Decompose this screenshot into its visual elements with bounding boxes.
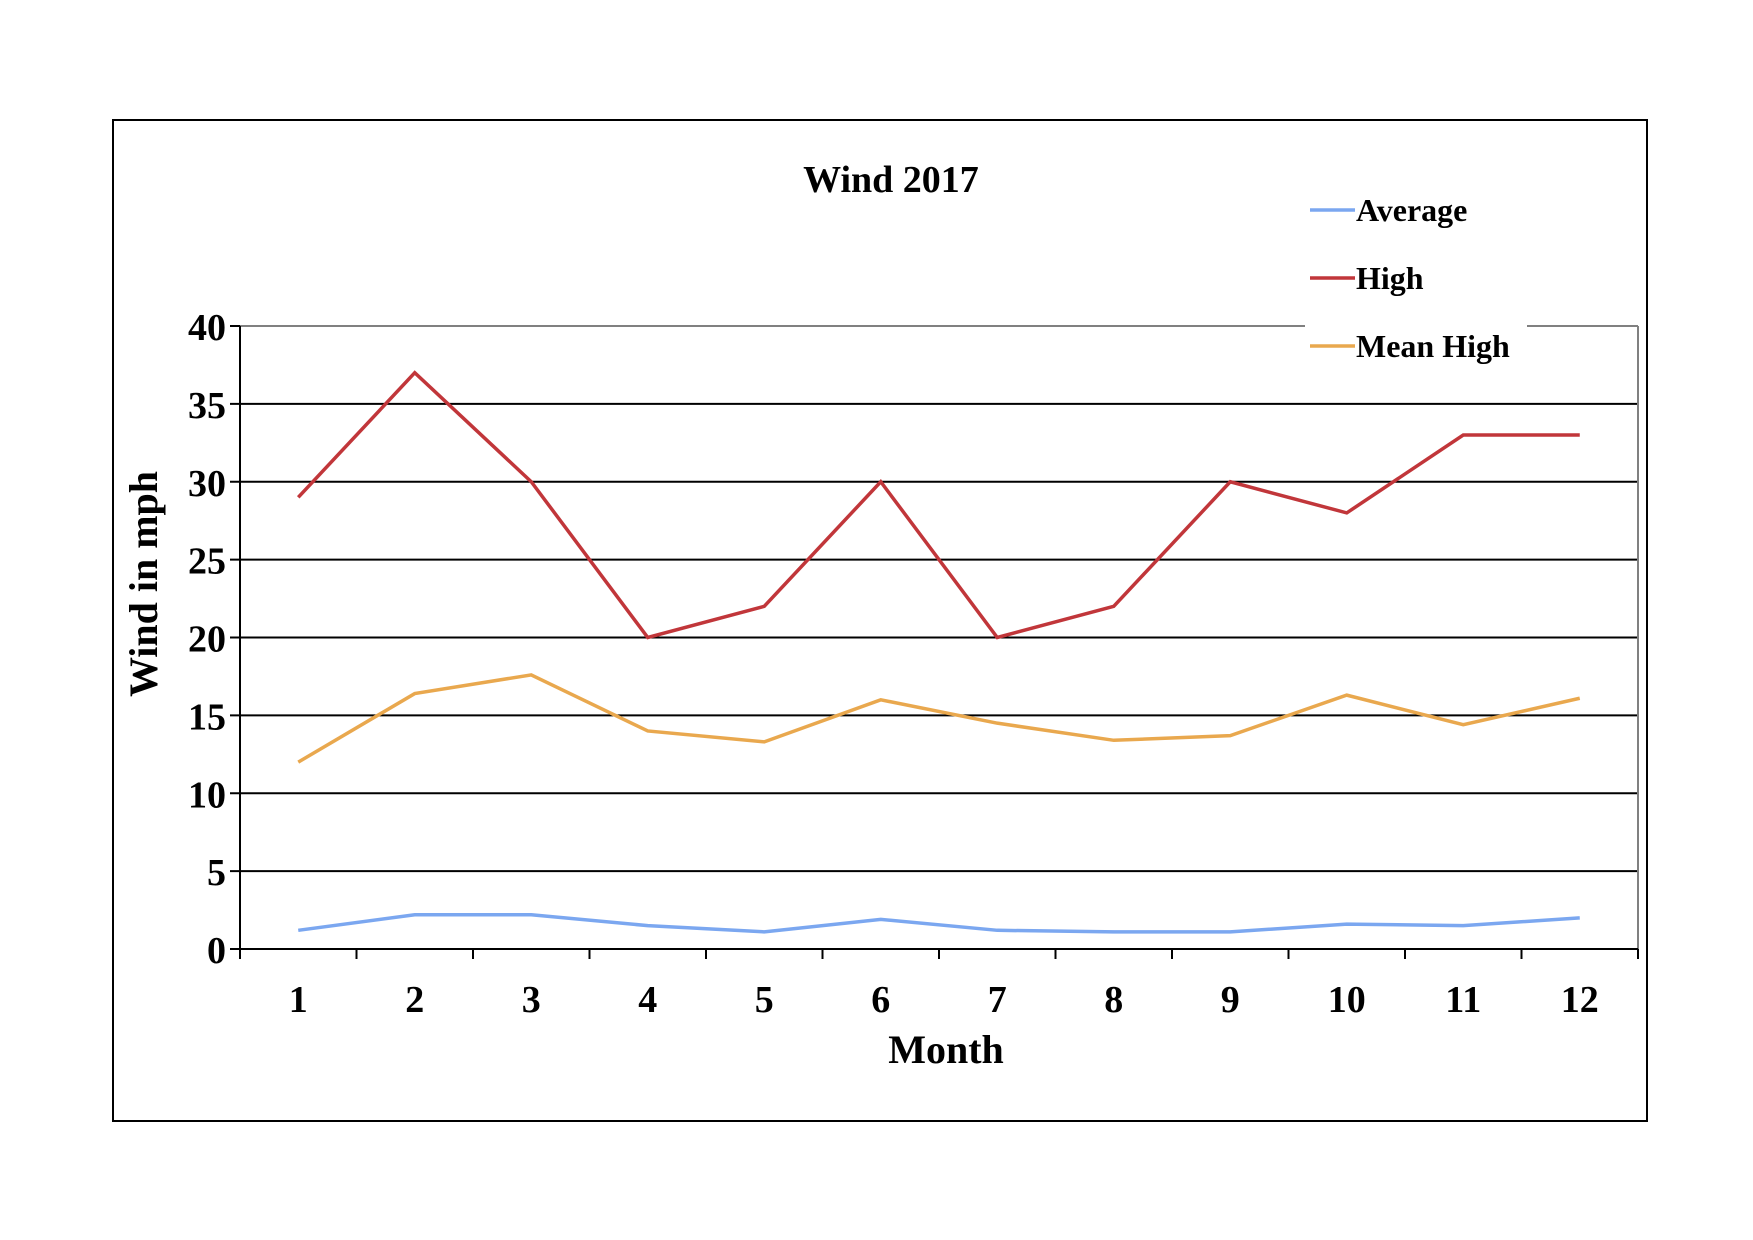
x-tick-label: 2 bbox=[405, 979, 424, 1021]
y-axis-label: Wind in mph bbox=[121, 471, 166, 697]
x-tick-label: 5 bbox=[755, 979, 774, 1021]
y-tick-label: 20 bbox=[188, 619, 226, 661]
series-lines bbox=[296, 370, 1581, 934]
axes bbox=[230, 325, 1639, 959]
y-tick-label: 5 bbox=[207, 852, 226, 894]
chart-frame bbox=[112, 119, 1648, 1122]
legend-label: Average bbox=[1356, 192, 1467, 228]
series-line-average bbox=[298, 912, 1580, 934]
y-tick-label: 25 bbox=[188, 541, 226, 583]
x-tick-label: 6 bbox=[871, 979, 890, 1021]
x-tick-label: 3 bbox=[522, 979, 541, 1021]
x-tick-label: 7 bbox=[988, 979, 1007, 1021]
legend-label: High bbox=[1356, 260, 1424, 296]
x-tick-label: 11 bbox=[1445, 979, 1481, 1021]
legend: Average High Mean High bbox=[1305, 192, 1527, 364]
x-tick-label: 4 bbox=[638, 979, 657, 1021]
y-tick-label: 40 bbox=[188, 307, 226, 349]
legend-background bbox=[1305, 318, 1527, 334]
legend-label: Mean High bbox=[1356, 328, 1510, 364]
y-tick-label: 30 bbox=[188, 463, 226, 505]
series-line-high bbox=[296, 370, 1580, 640]
y-tick-label: 35 bbox=[188, 385, 226, 427]
x-tick-label: 9 bbox=[1221, 979, 1240, 1021]
x-axis-label: Month bbox=[888, 1027, 1004, 1072]
x-tick-label: 1 bbox=[289, 979, 308, 1021]
series-line-mean-high bbox=[297, 673, 1581, 764]
x-tick-label: 10 bbox=[1328, 979, 1366, 1021]
x-tick-label: 8 bbox=[1104, 979, 1123, 1021]
y-tick-label: 0 bbox=[207, 930, 226, 972]
x-tick-label: 12 bbox=[1561, 979, 1599, 1021]
chart-title: Wind 2017 bbox=[803, 159, 979, 201]
y-tick-label: 15 bbox=[188, 696, 226, 738]
y-tick-label: 10 bbox=[188, 774, 226, 816]
